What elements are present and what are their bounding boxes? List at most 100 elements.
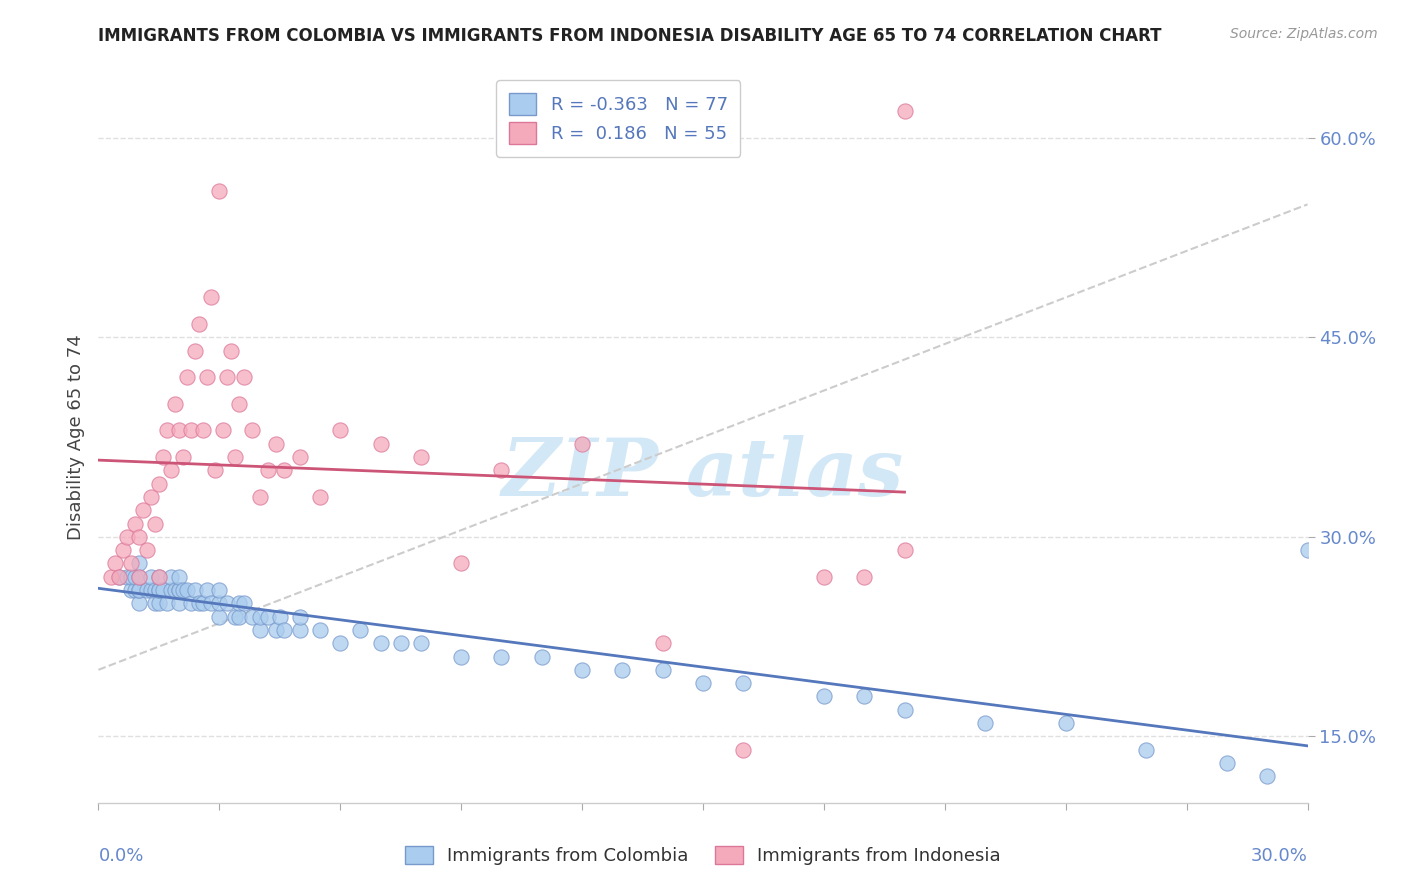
- Text: Source: ZipAtlas.com: Source: ZipAtlas.com: [1230, 27, 1378, 41]
- Point: [124, 516, 146, 531]
- Point: [974, 716, 997, 731]
- Point: [273, 623, 295, 637]
- Point: [208, 596, 231, 610]
- Point: [139, 582, 162, 597]
- Point: [256, 609, 278, 624]
- Point: [128, 557, 150, 571]
- Point: [212, 424, 235, 438]
- Point: [733, 742, 755, 756]
- Point: [370, 436, 392, 450]
- Point: [288, 623, 311, 637]
- Point: [120, 582, 142, 597]
- Point: [152, 582, 174, 597]
- Point: [893, 543, 915, 558]
- Point: [208, 184, 231, 198]
- Point: [491, 463, 513, 477]
- Point: [156, 596, 179, 610]
- Point: [853, 570, 876, 584]
- Point: [115, 570, 138, 584]
- Point: [409, 450, 432, 464]
- Point: [200, 596, 222, 610]
- Point: [221, 343, 243, 358]
- Text: 0.0%: 0.0%: [98, 847, 143, 864]
- Point: [195, 370, 218, 384]
- Point: [167, 596, 190, 610]
- Point: [256, 463, 278, 477]
- Point: [651, 663, 673, 677]
- Point: [208, 609, 231, 624]
- Point: [128, 582, 150, 597]
- Point: [329, 636, 352, 650]
- Point: [309, 490, 332, 504]
- Point: [167, 582, 190, 597]
- Point: [232, 596, 254, 610]
- Point: [167, 424, 190, 438]
- Point: [813, 570, 835, 584]
- Point: [273, 463, 295, 477]
- Point: [288, 609, 311, 624]
- Point: [148, 582, 170, 597]
- Point: [813, 690, 835, 704]
- Point: [143, 516, 166, 531]
- Legend: R = -0.363   N = 77, R =  0.186   N = 55: R = -0.363 N = 77, R = 0.186 N = 55: [496, 80, 741, 157]
- Point: [180, 596, 202, 610]
- Point: [139, 570, 162, 584]
- Point: [1256, 769, 1278, 783]
- Point: [692, 676, 714, 690]
- Text: ZIP atlas: ZIP atlas: [502, 435, 904, 512]
- Point: [612, 663, 634, 677]
- Point: [450, 649, 472, 664]
- Point: [188, 317, 211, 331]
- Point: [184, 582, 207, 597]
- Point: [107, 570, 129, 584]
- Point: [176, 370, 198, 384]
- Point: [163, 397, 186, 411]
- Point: [530, 649, 553, 664]
- Point: [240, 424, 263, 438]
- Point: [224, 450, 246, 464]
- Point: [100, 570, 122, 584]
- Point: [139, 490, 162, 504]
- Point: [240, 609, 263, 624]
- Point: [120, 557, 142, 571]
- Point: [148, 582, 170, 597]
- Point: [329, 424, 352, 438]
- Point: [148, 476, 170, 491]
- Point: [120, 570, 142, 584]
- Point: [228, 596, 250, 610]
- Point: [193, 596, 215, 610]
- Point: [160, 582, 183, 597]
- Point: [491, 649, 513, 664]
- Point: [193, 424, 215, 438]
- Point: [148, 596, 170, 610]
- Point: [167, 582, 190, 597]
- Point: [180, 424, 202, 438]
- Point: [389, 636, 412, 650]
- Point: [651, 636, 673, 650]
- Point: [111, 543, 134, 558]
- Point: [124, 570, 146, 584]
- Point: [450, 557, 472, 571]
- Point: [124, 582, 146, 597]
- Point: [103, 557, 125, 571]
- Point: [128, 582, 150, 597]
- Point: [264, 436, 287, 450]
- Point: [160, 463, 183, 477]
- Point: [309, 623, 332, 637]
- Point: [128, 570, 150, 584]
- Point: [160, 570, 183, 584]
- Point: [128, 596, 150, 610]
- Point: [172, 450, 194, 464]
- Point: [224, 609, 246, 624]
- Point: [853, 690, 876, 704]
- Point: [288, 450, 311, 464]
- Point: [269, 609, 291, 624]
- Point: [135, 543, 157, 558]
- Legend: Immigrants from Colombia, Immigrants from Indonesia: Immigrants from Colombia, Immigrants fro…: [396, 837, 1010, 874]
- Point: [249, 609, 271, 624]
- Point: [217, 596, 239, 610]
- Point: [893, 703, 915, 717]
- Point: [208, 582, 231, 597]
- Point: [1296, 543, 1319, 558]
- Point: [143, 582, 166, 597]
